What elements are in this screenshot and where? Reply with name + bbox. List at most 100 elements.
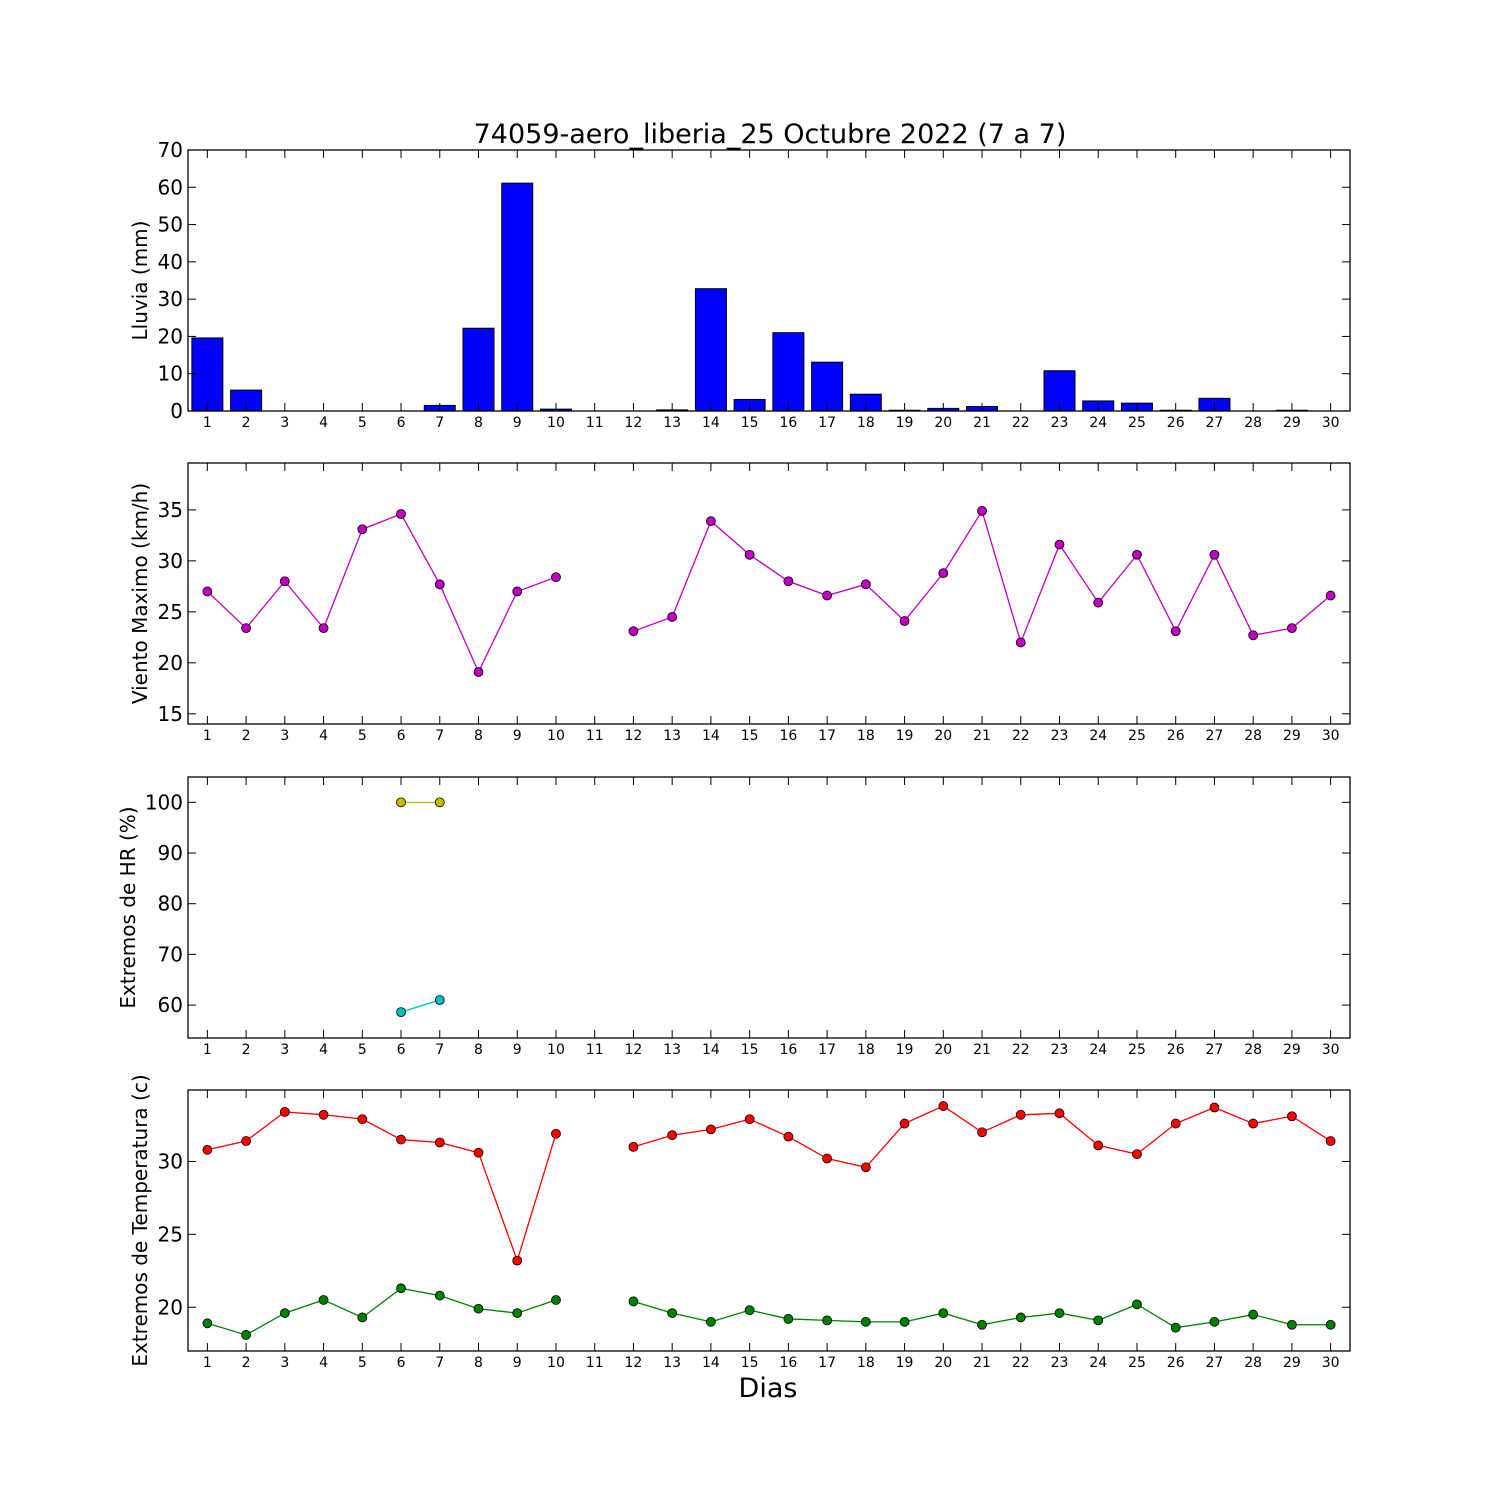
x-tick-label: 25 xyxy=(1128,1042,1146,1058)
series-1-point-day-12 xyxy=(628,626,639,637)
series-2-point-day-2 xyxy=(241,1330,252,1340)
x-tick-label: 24 xyxy=(1089,728,1107,744)
x-tick-label: 2 xyxy=(242,1042,251,1058)
series-1-point-day-7 xyxy=(434,579,445,590)
y-tick-label: 30 xyxy=(158,287,183,311)
series-1-point-day-10 xyxy=(551,572,561,583)
x-tick-label: 27 xyxy=(1206,1042,1224,1058)
x-tick-label: 6 xyxy=(397,415,406,431)
y-tick-label: 40 xyxy=(158,250,183,274)
x-tick-label: 27 xyxy=(1206,415,1224,431)
series-1-point-day-20 xyxy=(938,568,949,579)
x-tick-label: 24 xyxy=(1089,1355,1107,1371)
x-tick-label: 8 xyxy=(474,415,483,431)
x-tick-label: 4 xyxy=(319,415,328,431)
y-tick-label: 60 xyxy=(158,175,183,199)
series-1-point-day-9 xyxy=(512,1255,523,1266)
bar-day-16 xyxy=(772,332,805,412)
x-tick-label: 29 xyxy=(1283,1042,1301,1058)
series-1-point-day-1 xyxy=(202,1144,213,1155)
x-tick-label: 16 xyxy=(779,728,797,744)
y-tick-label: 20 xyxy=(158,1295,183,1319)
x-tick-label: 13 xyxy=(663,415,681,431)
y-axis-label: Lluvia (mm) xyxy=(128,221,152,341)
series-2-point-day-21 xyxy=(977,1319,987,1330)
x-tick-label: 20 xyxy=(934,1042,952,1058)
y-axis-label: Extremos de Temperatura (c) xyxy=(128,1074,152,1366)
x-tick-label: 14 xyxy=(702,1042,720,1058)
series-1-line xyxy=(207,1111,557,1263)
series-1-point-day-22 xyxy=(1015,1109,1026,1120)
series-2-point-day-6 xyxy=(396,1007,406,1018)
series-2-point-day-25 xyxy=(1132,1299,1142,1310)
bar-day-1 xyxy=(191,337,224,412)
series-2-point-day-17 xyxy=(822,1315,832,1326)
series-1-point-day-19 xyxy=(899,1118,910,1129)
x-tick-label: 21 xyxy=(973,415,991,431)
x-tick-label: 18 xyxy=(857,415,875,431)
series-1-point-day-9 xyxy=(512,586,523,597)
x-tick-label: 13 xyxy=(663,1355,681,1371)
series-1-point-day-27 xyxy=(1209,549,1220,560)
x-tick-label: 19 xyxy=(896,1042,914,1058)
series-1-point-day-25 xyxy=(1132,549,1142,560)
series-1-point-day-6 xyxy=(396,797,406,808)
y-tick-label: 0 xyxy=(170,399,183,423)
bar-day-14 xyxy=(694,288,727,412)
x-tick-label: 11 xyxy=(586,1355,604,1371)
x-tick-label: 19 xyxy=(896,415,914,431)
series-1-point-day-15 xyxy=(744,549,755,560)
x-tick-label: 12 xyxy=(625,1042,643,1058)
series-1-point-day-22 xyxy=(1015,637,1026,648)
x-tick-label: 12 xyxy=(625,728,643,744)
y-tick-label: 35 xyxy=(158,498,183,522)
x-tick-label: 28 xyxy=(1244,415,1262,431)
x-tick-label: 7 xyxy=(435,728,444,744)
plot-frame xyxy=(187,462,1351,725)
y-tick-label: 15 xyxy=(158,702,183,726)
x-tick-label: 10 xyxy=(547,728,565,744)
y-axis-label: Viento Maximo (km/h) xyxy=(128,483,152,704)
x-tick-label: 23 xyxy=(1051,1042,1069,1058)
series-2-point-day-9 xyxy=(512,1308,523,1318)
series-2-point-day-29 xyxy=(1287,1319,1297,1330)
x-tick-label: 18 xyxy=(857,728,875,744)
x-tick-label: 21 xyxy=(973,1042,991,1058)
x-tick-label: 30 xyxy=(1322,1355,1340,1371)
series-1-point-day-23 xyxy=(1054,539,1065,550)
x-tick-label: 5 xyxy=(358,1355,367,1371)
series-2-point-day-13 xyxy=(667,1308,678,1318)
x-tick-label: 14 xyxy=(702,1355,720,1371)
x-tick-label: 26 xyxy=(1167,1042,1185,1058)
x-tick-label: 23 xyxy=(1051,728,1069,744)
x-tick-label: 3 xyxy=(280,1355,289,1371)
y-tick-label: 70 xyxy=(158,138,183,162)
x-tick-label: 5 xyxy=(358,728,367,744)
x-tick-label: 8 xyxy=(474,728,483,744)
x-tick-label: 12 xyxy=(625,1355,643,1371)
series-1-point-day-27 xyxy=(1209,1102,1220,1113)
x-tick-label: 30 xyxy=(1322,728,1340,744)
series-1-point-day-1 xyxy=(202,586,213,597)
x-tick-label: 14 xyxy=(702,728,720,744)
x-tick-label: 1 xyxy=(203,1355,212,1371)
x-tick-label: 1 xyxy=(203,415,212,431)
series-2-point-day-24 xyxy=(1093,1315,1104,1326)
x-tick-label: 25 xyxy=(1128,728,1146,744)
series-1-point-day-24 xyxy=(1093,1140,1104,1151)
series-2-point-day-20 xyxy=(938,1308,949,1318)
series-2-point-day-18 xyxy=(860,1316,871,1327)
series-1-point-day-19 xyxy=(899,616,910,626)
x-tick-label: 16 xyxy=(779,1042,797,1058)
x-tick-label: 19 xyxy=(896,1355,914,1371)
series-2-point-day-10 xyxy=(551,1295,561,1305)
x-tick-label: 6 xyxy=(397,1355,406,1371)
series-1-point-day-25 xyxy=(1132,1149,1142,1160)
series-1-point-day-17 xyxy=(822,590,832,601)
series-1-point-day-6 xyxy=(396,1134,406,1145)
x-tick-label: 16 xyxy=(779,1355,797,1371)
series-1-point-day-29 xyxy=(1287,623,1297,634)
